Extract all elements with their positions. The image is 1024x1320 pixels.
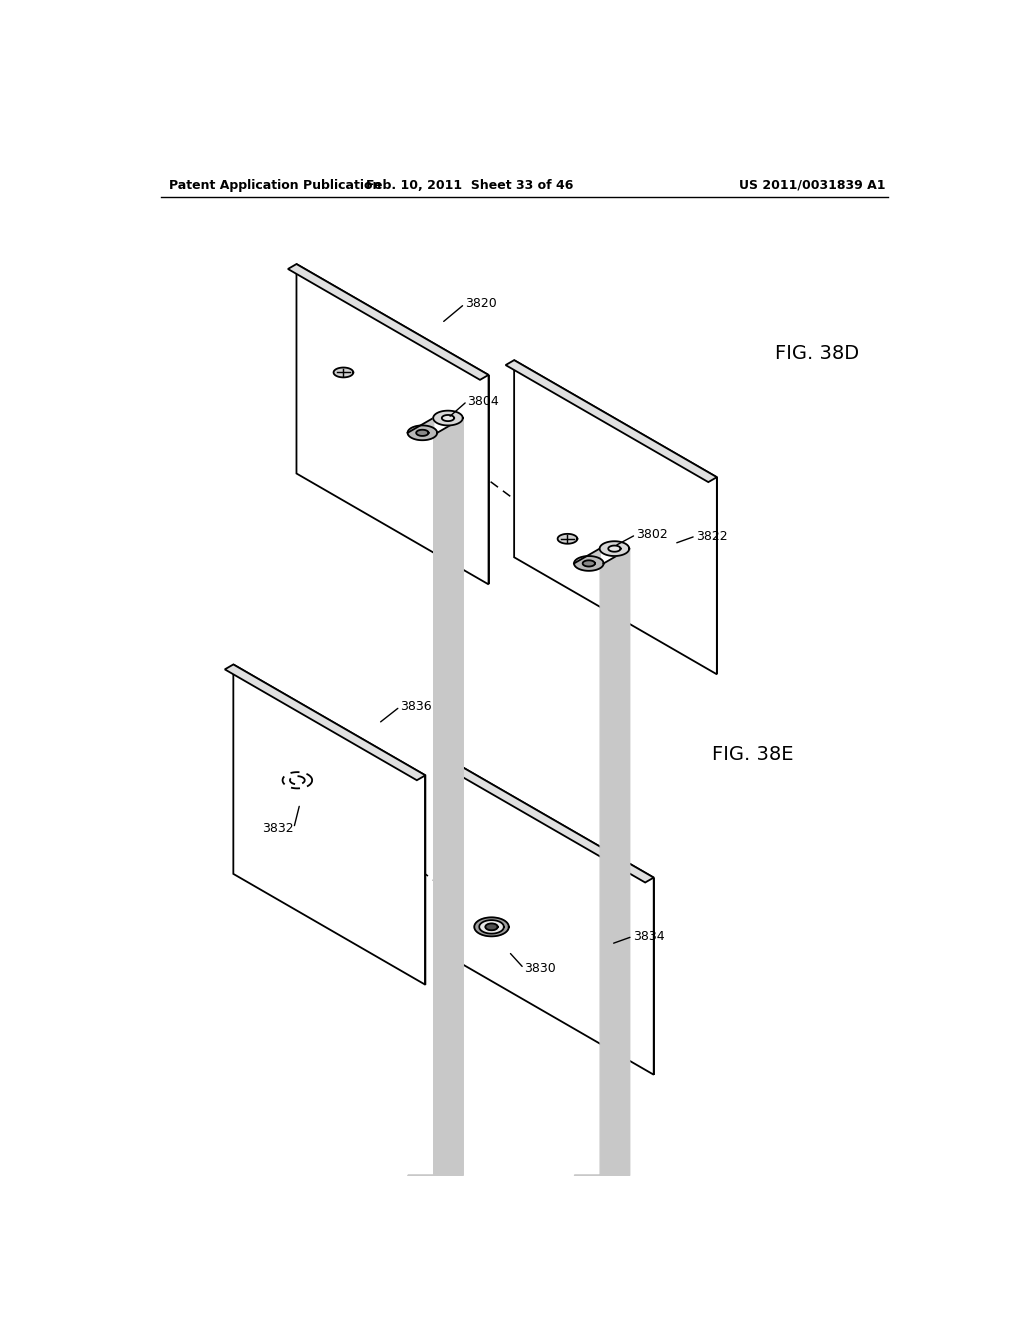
Text: 3822: 3822 <box>695 529 727 543</box>
Text: 3804: 3804 <box>467 395 499 408</box>
Text: US 2011/0031839 A1: US 2011/0031839 A1 <box>738 178 885 191</box>
Polygon shape <box>233 664 425 985</box>
Polygon shape <box>225 664 425 780</box>
Polygon shape <box>474 917 509 936</box>
Polygon shape <box>558 533 578 544</box>
Text: FIG. 38E: FIG. 38E <box>712 744 794 764</box>
Polygon shape <box>506 360 717 482</box>
Text: 3832: 3832 <box>262 822 294 834</box>
Polygon shape <box>574 556 603 570</box>
Text: 3836: 3836 <box>400 700 432 713</box>
Text: Feb. 10, 2011  Sheet 33 of 46: Feb. 10, 2011 Sheet 33 of 46 <box>366 178 573 191</box>
Polygon shape <box>514 360 717 675</box>
Polygon shape <box>583 561 595 566</box>
Text: Patent Application Publication: Patent Application Publication <box>169 178 381 191</box>
Polygon shape <box>433 411 463 425</box>
Polygon shape <box>416 430 428 436</box>
Polygon shape <box>441 414 454 421</box>
Polygon shape <box>600 541 629 556</box>
Polygon shape <box>608 545 621 552</box>
Text: 3802: 3802 <box>636 528 668 541</box>
Polygon shape <box>485 924 498 931</box>
Polygon shape <box>442 760 653 883</box>
Polygon shape <box>408 425 437 440</box>
Polygon shape <box>297 264 488 585</box>
Polygon shape <box>334 367 353 378</box>
Text: FIG. 38D: FIG. 38D <box>775 345 859 363</box>
Polygon shape <box>451 760 653 1074</box>
Polygon shape <box>479 920 504 933</box>
Text: 3834: 3834 <box>633 929 665 942</box>
Text: 3820: 3820 <box>465 297 497 310</box>
Polygon shape <box>288 264 488 380</box>
Text: 3830: 3830 <box>524 962 556 975</box>
